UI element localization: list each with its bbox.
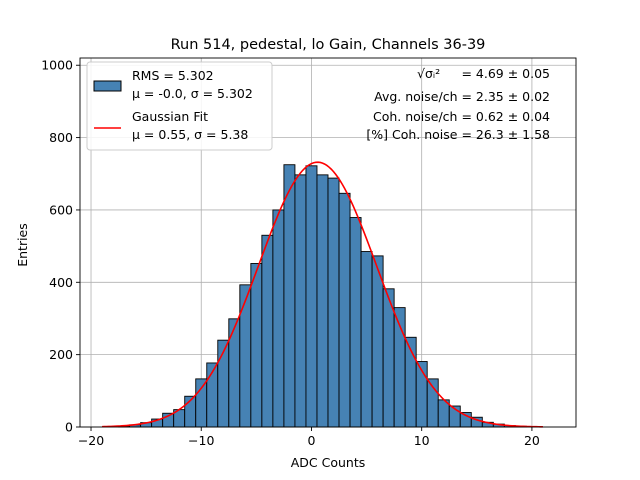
histogram-bar <box>316 174 329 428</box>
histogram-bar <box>305 165 318 428</box>
legend: RMS = 5.302 μ = -0.0, σ = 5.302 Gaussian… <box>86 61 273 151</box>
x-tick-label: −20 <box>78 433 104 448</box>
annotation-avg-noise: Avg. noise/ch = 2.35 ± 0.02 <box>374 89 550 104</box>
y-tick-label: 0 <box>65 420 73 435</box>
x-tick-label: 20 <box>524 433 540 448</box>
histogram-bar <box>239 284 252 428</box>
y-tick-label: 200 <box>49 347 73 362</box>
x-tick-label: 0 <box>307 433 315 448</box>
annotation-coh-percent: [%] Coh. noise = 26.3 ± 1.58 <box>366 127 550 142</box>
annotation-sigma-symbol: √σᵢ² <box>417 66 440 81</box>
y-tick-label: 400 <box>49 275 73 290</box>
legend-fit-label: Gaussian Fit <box>132 109 208 124</box>
histogram-bar <box>360 251 373 428</box>
annotation-coh-noise: Coh. noise/ch = 0.62 ± 0.04 <box>373 109 550 124</box>
y-tick-label: 800 <box>49 130 73 145</box>
histogram-bar <box>294 174 307 428</box>
histogram-bar <box>327 177 340 428</box>
y-tick-label: 1000 <box>41 58 73 73</box>
histogram-bar <box>195 378 208 428</box>
annotation-sigma: = 4.69 ± 0.05 <box>461 66 550 81</box>
histogram-bar <box>272 209 285 428</box>
noise-annotations: √σᵢ² = 4.69 ± 0.05 Avg. noise/ch = 2.35 … <box>366 66 550 142</box>
x-tick-label: −10 <box>188 433 214 448</box>
legend-rms-label: RMS = 5.302 <box>132 68 214 83</box>
histogram-bar <box>371 255 384 428</box>
legend-fit-stats: μ = 0.55, σ = 5.38 <box>132 127 248 142</box>
legend-frame <box>86 61 273 151</box>
legend-histogram-stats: μ = -0.0, σ = 5.302 <box>132 86 253 101</box>
axes-frame <box>79 57 577 428</box>
gaussian-fit-curve <box>102 161 543 428</box>
y-tick-label: 600 <box>49 202 73 217</box>
histogram-bar <box>283 164 296 428</box>
legend-histogram-swatch <box>93 80 122 92</box>
chart-title: Run 514, pedestal, lo Gain, Channels 36-… <box>171 37 486 53</box>
histogram-bar <box>338 192 351 428</box>
histogram-bar <box>349 217 362 428</box>
histogram-bar <box>250 263 263 428</box>
x-tick-label: 10 <box>414 433 430 448</box>
y-axis-label: Entries <box>15 223 30 267</box>
x-axis-label: ADC Counts <box>291 455 366 470</box>
histogram-bar <box>261 234 274 428</box>
